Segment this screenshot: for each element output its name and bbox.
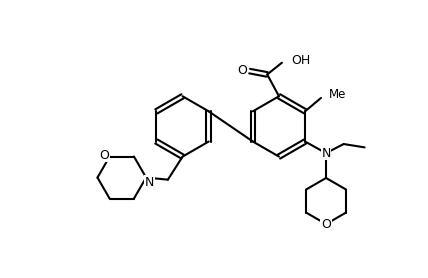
Text: OH: OH <box>291 54 310 67</box>
Text: N: N <box>145 176 154 189</box>
Text: N: N <box>321 147 331 160</box>
Text: O: O <box>100 149 110 162</box>
Text: O: O <box>237 64 247 77</box>
Text: O: O <box>321 219 331 231</box>
Text: Me: Me <box>329 88 346 101</box>
